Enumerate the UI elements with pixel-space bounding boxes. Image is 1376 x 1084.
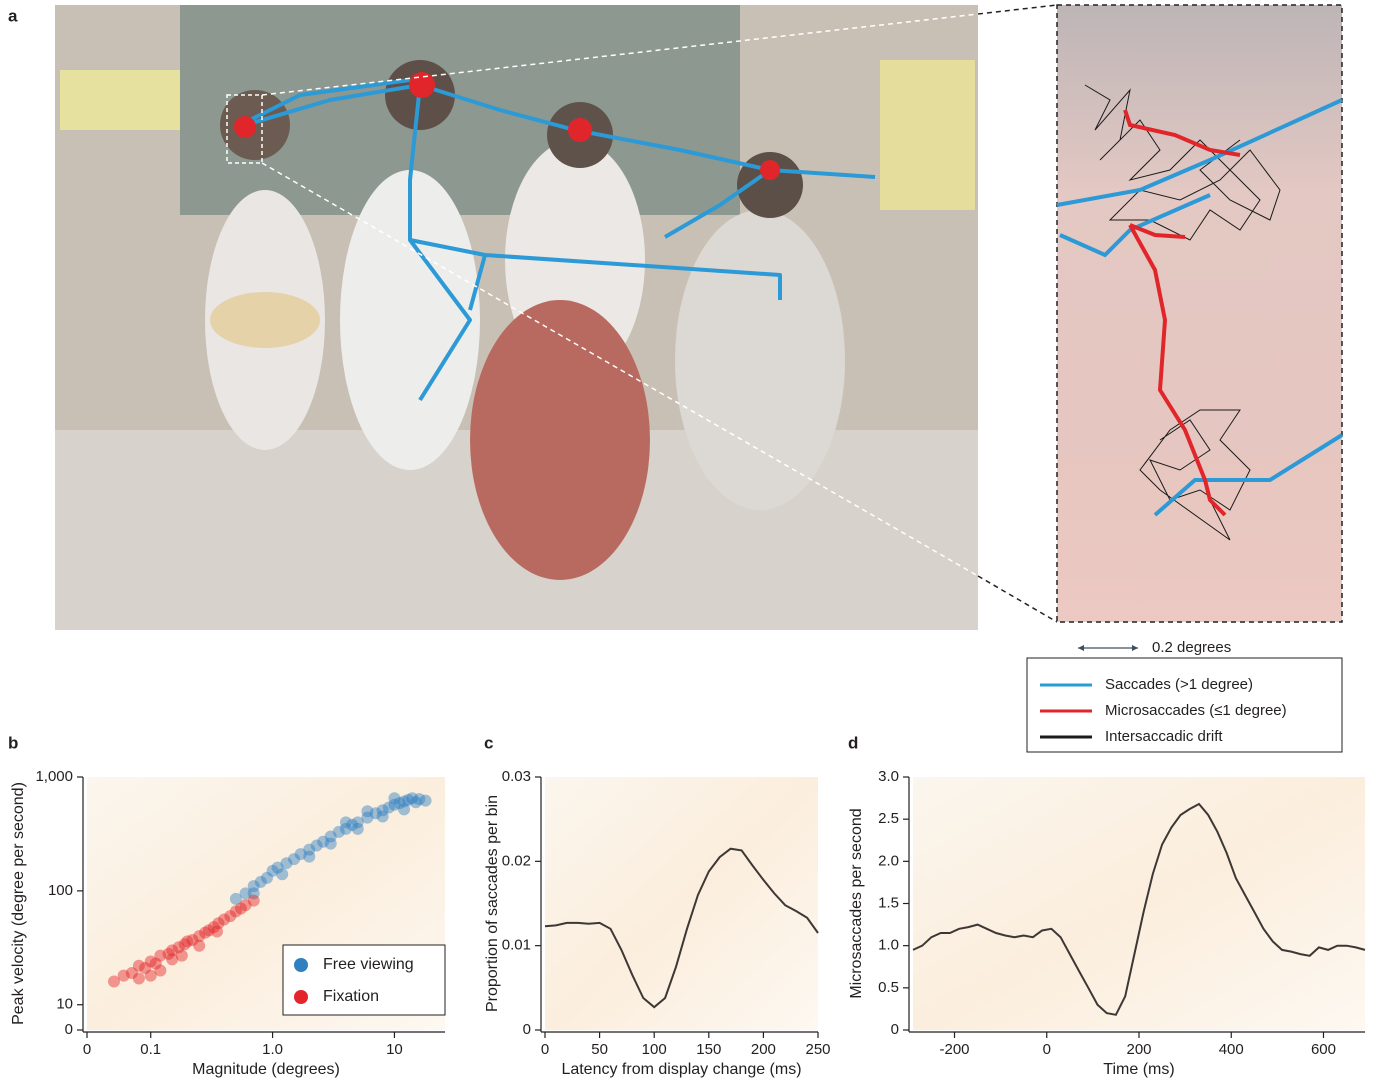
scale-bar: 0.2 degrees bbox=[1078, 639, 1231, 656]
x-tick-label: 0 bbox=[83, 1041, 91, 1058]
x-tick-label: 150 bbox=[696, 1041, 721, 1058]
scatter-point bbox=[361, 805, 373, 817]
y-tick-label: 0 bbox=[523, 1021, 531, 1038]
scatter-point bbox=[303, 851, 315, 863]
panel-label: d bbox=[848, 733, 858, 752]
scatter-point bbox=[276, 868, 288, 880]
plot-area bbox=[545, 777, 818, 1030]
x-tick-label: 50 bbox=[591, 1041, 608, 1058]
x-tick-label: 200 bbox=[751, 1041, 776, 1058]
x-tick-label: 0 bbox=[541, 1041, 549, 1058]
x-tick-label: 0.1 bbox=[140, 1041, 161, 1058]
x-tick-label: 10 bbox=[386, 1041, 403, 1058]
x-axis-label: Latency from display change (ms) bbox=[561, 1061, 801, 1078]
legend-label: Saccades (>1 degree) bbox=[1105, 676, 1253, 693]
legend-swatch bbox=[294, 958, 308, 972]
microsaccade-cluster bbox=[568, 118, 592, 142]
scatter-point bbox=[211, 925, 223, 937]
panel-label: b bbox=[8, 733, 18, 752]
chart: -200 0 200 400 600 0 0.5 1.0 1.5 2.0 2.5 3.0 Time (m… bbox=[848, 768, 1365, 1078]
x-tick-label: 1.0 bbox=[262, 1041, 283, 1058]
y-tick-label: 0 bbox=[891, 1021, 899, 1038]
legend-swatch bbox=[294, 990, 308, 1004]
photo bbox=[55, 5, 1057, 630]
x-tick-label: 100 bbox=[642, 1041, 667, 1058]
legend-label: Microsaccades (≤1 degree) bbox=[1105, 702, 1287, 719]
panel-label: a bbox=[8, 6, 18, 25]
scatter-point bbox=[193, 940, 205, 952]
legend-label: Intersaccadic drift bbox=[1105, 728, 1223, 745]
x-tick-label: 250 bbox=[805, 1041, 830, 1058]
figure: 0.2 degrees Saccades (>1 degree) Microsac… bbox=[0, 0, 1376, 1084]
y-tick-label: 2.5 bbox=[878, 810, 899, 827]
scatter-point bbox=[377, 810, 389, 822]
microsaccade-cluster bbox=[409, 72, 435, 98]
y-tick-label: 100 bbox=[48, 882, 73, 899]
legend-label: Fixation bbox=[323, 988, 379, 1005]
y-tick-label: 0.01 bbox=[502, 937, 531, 954]
scatter-point bbox=[133, 972, 145, 984]
scale-label: 0.2 degrees bbox=[1152, 639, 1231, 656]
x-tick-label: 400 bbox=[1219, 1041, 1244, 1058]
y-axis-label: Peak velocity (degree per second) bbox=[10, 782, 27, 1025]
inset bbox=[1057, 5, 1342, 622]
scatter-point bbox=[420, 795, 432, 807]
y-tick-label: 1.0 bbox=[878, 937, 899, 954]
scatter-point bbox=[340, 816, 352, 828]
y-tick-label: 3.0 bbox=[878, 768, 899, 785]
plot-area bbox=[913, 777, 1365, 1030]
microsaccade-cluster bbox=[760, 160, 780, 180]
y-axis-label: Proportion of saccades per bin bbox=[484, 795, 501, 1012]
scatter-point bbox=[352, 823, 364, 835]
y-tick-label: 1.5 bbox=[878, 894, 899, 911]
scatter-point bbox=[145, 970, 157, 982]
scatter-point bbox=[325, 838, 337, 850]
x-tick-label: 0 bbox=[1043, 1041, 1051, 1058]
x-tick-label: 600 bbox=[1311, 1041, 1336, 1058]
y-tick-label: 2.0 bbox=[878, 852, 899, 869]
y-tick-label: 1,000 bbox=[35, 768, 73, 785]
scatter-point bbox=[398, 803, 410, 815]
scatter-point bbox=[166, 953, 178, 965]
x-tick-label: 200 bbox=[1126, 1041, 1151, 1058]
y-tick-label: 0 bbox=[65, 1021, 73, 1038]
chart: 0 50 100 150 200 250 0 0.01 0.02 0.03 Latency from… bbox=[484, 768, 830, 1078]
y-axis-label: Microsaccades per second bbox=[848, 808, 865, 998]
scatter-point bbox=[388, 792, 400, 804]
x-tick-label: -200 bbox=[939, 1041, 969, 1058]
y-tick-label: 0.5 bbox=[878, 979, 899, 996]
legend-label: Free viewing bbox=[323, 956, 414, 973]
microsaccade-cluster bbox=[234, 116, 256, 138]
panel-label: c bbox=[484, 733, 493, 752]
scatter-point bbox=[248, 895, 260, 907]
y-tick-label: 0.03 bbox=[502, 768, 531, 785]
x-axis-label: Magnitude (degrees) bbox=[192, 1061, 340, 1078]
y-tick-label: 10 bbox=[56, 996, 73, 1013]
y-tick-label: 0.02 bbox=[502, 852, 531, 869]
x-axis-label: Time (ms) bbox=[1103, 1061, 1174, 1078]
